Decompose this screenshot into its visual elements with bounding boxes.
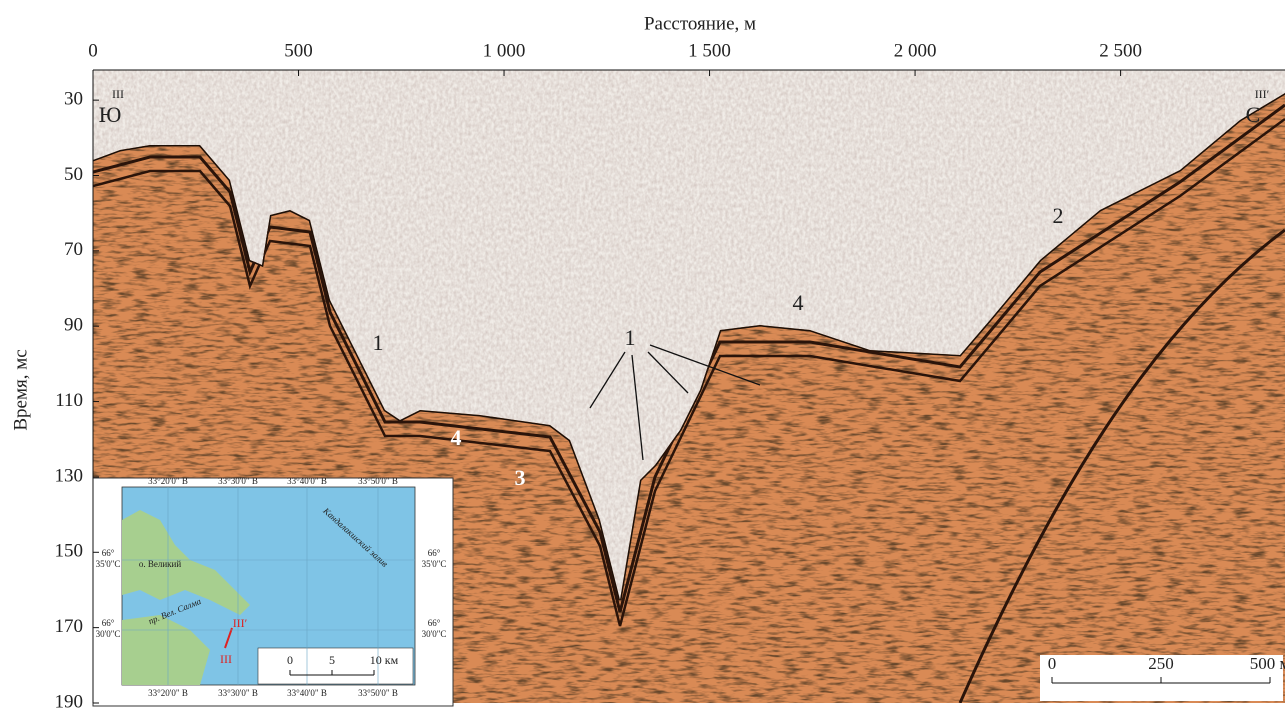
x-tick-label: 0 <box>88 40 98 61</box>
arrows <box>589 344 761 461</box>
x-axis-title: Расстояние, м <box>644 13 756 34</box>
profile-end-label: III′ <box>233 616 248 630</box>
x-tick-label: 1 000 <box>483 40 526 61</box>
y-tick-label: 170 <box>55 616 84 637</box>
scale-label: 250 <box>1148 654 1174 673</box>
island <box>122 510 250 615</box>
map-scale-label: 5 <box>329 653 335 667</box>
lon-label: 33°40'0" В <box>287 688 327 698</box>
lat-label: 66° <box>428 618 441 628</box>
mainland <box>122 615 210 685</box>
lon-label: 33°30'0" В <box>218 476 258 486</box>
lon-label: 33°40'0" В <box>287 476 327 486</box>
x-tick-label: 1 500 <box>688 40 731 61</box>
inset-map: 33°20'0" В 33°20'0" В 33°30'0" В 33°30'0" В… <box>92 476 454 707</box>
lat-label: 66° <box>102 548 115 558</box>
profile-line <box>224 627 233 649</box>
map-scale-label: 0 <box>287 653 293 667</box>
y-tick-label: 50 <box>64 164 83 185</box>
annotation: 1 <box>373 330 384 355</box>
lat-label: 30'0"С <box>422 629 447 639</box>
y-tick-label: 110 <box>55 390 83 411</box>
x-tick-label: 2 500 <box>1099 40 1142 61</box>
y-tick-label: 70 <box>64 239 83 260</box>
profile-end-label: III <box>220 652 232 666</box>
annotation: С <box>1246 102 1261 127</box>
y-tick-label: 30 <box>64 89 83 110</box>
y-tick-label: 90 <box>64 315 83 336</box>
x-tick-label: 500 <box>284 40 313 61</box>
lat-label: 66° <box>102 618 115 628</box>
map-scale-label: 10 км <box>370 653 399 667</box>
annotation: 4 <box>451 425 462 450</box>
lon-label: 33°50'0" В <box>358 688 398 698</box>
y-tick-label: 190 <box>55 691 84 709</box>
lon-label: 33°20'0" В <box>148 688 188 698</box>
annotation: Ю <box>99 102 122 127</box>
annotation: 2 <box>1053 203 1064 228</box>
y-tick-label: 130 <box>55 465 84 486</box>
annotation: 1 <box>625 325 636 350</box>
lat-label: 30'0"С <box>96 629 121 639</box>
annotation: III <box>112 87 124 101</box>
scale-label: 0 <box>1048 654 1057 673</box>
lat-label: 35'0"С <box>422 559 447 569</box>
y-tick-label: 150 <box>55 541 84 562</box>
scale-label: 500 м <box>1250 654 1285 673</box>
lon-label: 33°20'0" В <box>148 476 188 486</box>
lat-label: 66° <box>428 548 441 558</box>
annotation: 3 <box>515 465 526 490</box>
annotation: 4 <box>793 290 804 315</box>
x-tick-label: 2 000 <box>894 40 937 61</box>
place-label: о. Великий <box>139 559 181 569</box>
lon-label: 33°30'0" В <box>218 688 258 698</box>
y-axis-title: Время, мс <box>10 349 31 430</box>
lon-label: 33°50'0" В <box>358 476 398 486</box>
lat-label: 35'0"С <box>96 559 121 569</box>
annotation: III′ <box>1255 87 1270 101</box>
